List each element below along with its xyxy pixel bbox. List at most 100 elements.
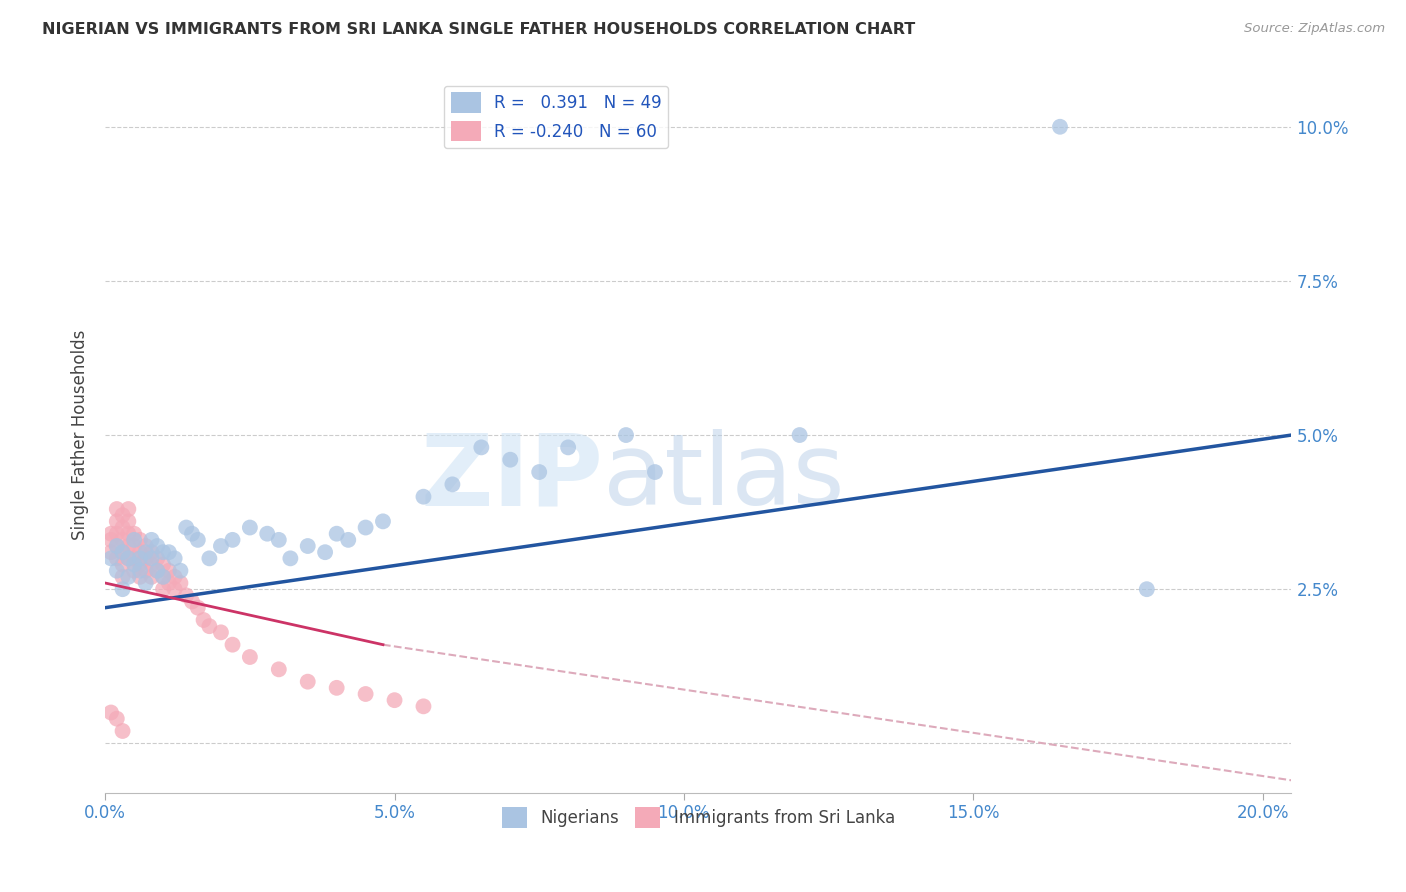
- Point: [354, 687, 377, 701]
- Point: [117, 570, 139, 584]
- Point: [412, 490, 434, 504]
- Point: [105, 539, 128, 553]
- Point: [105, 564, 128, 578]
- Point: [141, 558, 163, 572]
- Point: [157, 576, 180, 591]
- Point: [193, 613, 215, 627]
- Point: [111, 545, 134, 559]
- Point: [111, 520, 134, 534]
- Point: [141, 551, 163, 566]
- Point: [111, 582, 134, 597]
- Point: [163, 551, 186, 566]
- Point: [111, 533, 134, 547]
- Point: [122, 564, 145, 578]
- Point: [529, 465, 551, 479]
- Point: [111, 508, 134, 523]
- Point: [111, 724, 134, 739]
- Point: [129, 564, 152, 578]
- Point: [157, 564, 180, 578]
- Point: [100, 533, 122, 547]
- Point: [174, 520, 197, 534]
- Point: [105, 526, 128, 541]
- Point: [111, 545, 134, 559]
- Point: [146, 551, 169, 566]
- Point: [187, 600, 209, 615]
- Point: [163, 582, 186, 597]
- Text: ZIP: ZIP: [420, 429, 603, 526]
- Point: [152, 545, 174, 559]
- Point: [129, 545, 152, 559]
- Y-axis label: Single Father Households: Single Father Households: [72, 330, 89, 541]
- Legend: Nigerians, Immigrants from Sri Lanka: Nigerians, Immigrants from Sri Lanka: [495, 801, 901, 834]
- Point: [100, 551, 122, 566]
- Point: [267, 533, 290, 547]
- Point: [100, 545, 122, 559]
- Point: [157, 545, 180, 559]
- Point: [100, 526, 122, 541]
- Point: [146, 564, 169, 578]
- Point: [470, 441, 492, 455]
- Point: [256, 526, 278, 541]
- Point: [135, 539, 157, 553]
- Point: [135, 545, 157, 559]
- Point: [117, 551, 139, 566]
- Point: [325, 681, 347, 695]
- Point: [384, 693, 406, 707]
- Point: [169, 576, 191, 591]
- Text: Source: ZipAtlas.com: Source: ZipAtlas.com: [1244, 22, 1385, 36]
- Point: [198, 551, 221, 566]
- Point: [122, 539, 145, 553]
- Point: [141, 533, 163, 547]
- Point: [209, 539, 232, 553]
- Point: [141, 545, 163, 559]
- Point: [146, 539, 169, 553]
- Point: [111, 570, 134, 584]
- Point: [105, 712, 128, 726]
- Point: [122, 558, 145, 572]
- Point: [152, 582, 174, 597]
- Point: [325, 526, 347, 541]
- Point: [297, 674, 319, 689]
- Point: [371, 514, 394, 528]
- Point: [152, 570, 174, 584]
- Point: [1049, 120, 1071, 134]
- Point: [441, 477, 464, 491]
- Point: [174, 588, 197, 602]
- Point: [239, 650, 262, 665]
- Point: [117, 526, 139, 541]
- Point: [111, 558, 134, 572]
- Point: [105, 514, 128, 528]
- Point: [267, 662, 290, 676]
- Point: [789, 428, 811, 442]
- Point: [152, 570, 174, 584]
- Point: [135, 551, 157, 566]
- Point: [314, 545, 336, 559]
- Point: [181, 594, 204, 608]
- Point: [100, 706, 122, 720]
- Point: [122, 526, 145, 541]
- Point: [209, 625, 232, 640]
- Point: [135, 564, 157, 578]
- Text: NIGERIAN VS IMMIGRANTS FROM SRI LANKA SINGLE FATHER HOUSEHOLDS CORRELATION CHART: NIGERIAN VS IMMIGRANTS FROM SRI LANKA SI…: [42, 22, 915, 37]
- Point: [181, 526, 204, 541]
- Point: [557, 441, 579, 455]
- Point: [221, 533, 243, 547]
- Point: [337, 533, 360, 547]
- Point: [135, 576, 157, 591]
- Point: [644, 465, 666, 479]
- Point: [129, 570, 152, 584]
- Point: [280, 551, 302, 566]
- Point: [117, 551, 139, 566]
- Point: [412, 699, 434, 714]
- Point: [117, 539, 139, 553]
- Point: [614, 428, 637, 442]
- Point: [105, 551, 128, 566]
- Point: [163, 570, 186, 584]
- Point: [297, 539, 319, 553]
- Point: [1136, 582, 1159, 597]
- Point: [187, 533, 209, 547]
- Point: [122, 551, 145, 566]
- Point: [146, 564, 169, 578]
- Point: [129, 551, 152, 566]
- Point: [221, 638, 243, 652]
